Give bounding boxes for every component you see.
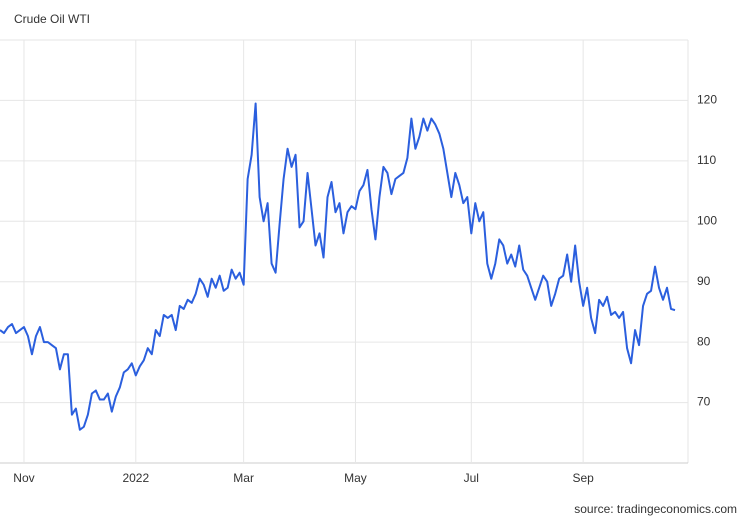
x-tick-label: May [344, 471, 367, 485]
x-tick-label: Sep [572, 471, 594, 485]
source-note: source: tradingeconomics.com [574, 502, 737, 516]
y-tick-label: 80 [697, 334, 711, 348]
y-tick-label: 100 [697, 213, 717, 227]
y-tick-label: 90 [697, 274, 711, 288]
y-tick-label: 70 [697, 395, 711, 409]
y-tick-label: 110 [697, 153, 716, 167]
x-tick-label: Jul [464, 471, 479, 485]
chart-title: Crude Oil WTI [14, 12, 90, 26]
y-tick-label: 120 [697, 93, 717, 107]
x-tick-label: Mar [233, 471, 254, 485]
x-tick-label: 2022 [122, 471, 149, 485]
price-line [0, 102, 676, 431]
x-tick-label: Nov [13, 471, 34, 485]
